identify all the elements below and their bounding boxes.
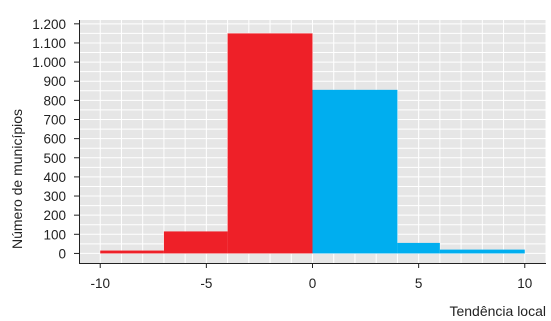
bar-positive-4 xyxy=(397,242,440,254)
bar-negative-1 xyxy=(163,231,228,254)
x-tick-label: -5 xyxy=(200,276,212,291)
y-tick-label: 900 xyxy=(43,74,66,89)
y-tick-label: 300 xyxy=(43,189,66,204)
x-tick-label: -10 xyxy=(90,276,110,291)
y-tick-label: 1.000 xyxy=(32,55,66,70)
y-tick-label: 1.100 xyxy=(32,36,66,51)
bar-positive-3 xyxy=(312,89,398,254)
y-tick-label: 100 xyxy=(43,227,66,242)
y-axis-title: Número de municípios xyxy=(9,109,25,249)
y-tick-label: 400 xyxy=(43,170,66,185)
bars xyxy=(100,33,525,254)
y-tick-label: 700 xyxy=(43,112,66,127)
y-tick-label: 1.200 xyxy=(32,17,66,32)
bar-negative-2 xyxy=(227,33,313,254)
y-tick-label: 200 xyxy=(43,208,66,223)
y-axis-ticks: 0 100 200 300 400 500 600 700 800 900 1.000 1.100 1.… xyxy=(32,17,79,261)
bar-positive-5 xyxy=(439,249,525,254)
x-tick-label: 0 xyxy=(309,276,317,291)
bar-negative-0 xyxy=(100,250,164,254)
y-tick-label: 0 xyxy=(58,246,66,261)
x-axis-ticks: -10 -5 0 5 10 xyxy=(90,263,532,291)
x-tick-label: 10 xyxy=(517,276,532,291)
y-tick-label: 500 xyxy=(43,151,66,166)
y-tick-label: 800 xyxy=(43,93,66,108)
x-tick-label: 5 xyxy=(415,276,423,291)
y-tick-label: 600 xyxy=(43,132,66,147)
x-axis-title: Tendência local xyxy=(449,303,546,319)
